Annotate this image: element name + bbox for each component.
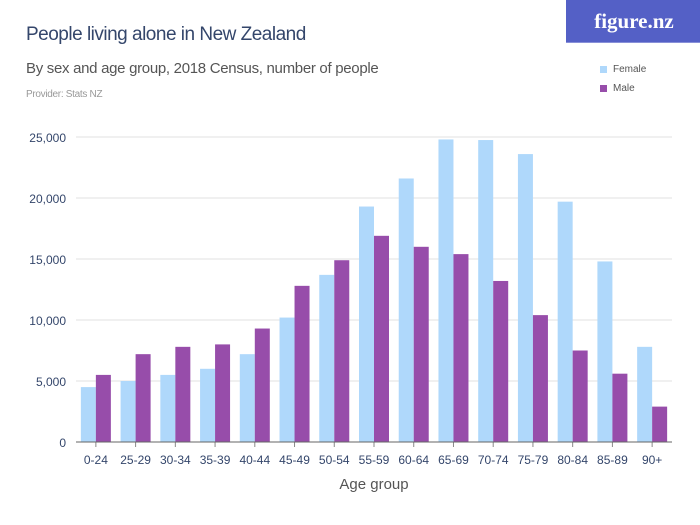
bar-male-0-24 xyxy=(95,374,111,442)
x-tick-label: 45-49 xyxy=(279,453,310,467)
legend-swatch-female xyxy=(600,66,607,73)
bar-female-35-39 xyxy=(200,368,216,442)
bar-female-70-74 xyxy=(478,140,494,443)
bar-male-60-64 xyxy=(413,246,429,442)
legend-label-male: Male xyxy=(613,83,635,94)
x-tick-label: 75-79 xyxy=(518,453,549,467)
bar-female-75-79 xyxy=(517,154,533,442)
x-tick-label: 90+ xyxy=(642,453,662,467)
chart-title: People living alone in New Zealand xyxy=(26,24,306,45)
x-tick-label: 35-39 xyxy=(200,453,231,467)
x-tick-label: 50-54 xyxy=(319,453,350,467)
y-tick-label: 20,000 xyxy=(29,192,66,206)
bar-female-0-24 xyxy=(80,387,96,442)
bar-male-85-89 xyxy=(612,373,628,442)
legend-swatch-male xyxy=(600,85,607,92)
bar-male-55-59 xyxy=(374,235,389,442)
bar-female-25-29 xyxy=(120,381,136,442)
x-tick-label: 40-44 xyxy=(239,453,270,467)
bar-female-30-34 xyxy=(160,374,176,442)
bar-male-70-74 xyxy=(493,280,509,442)
x-tick-label: 80-84 xyxy=(557,453,588,467)
bar-female-80-84 xyxy=(557,201,573,442)
provider-label: Provider: Stats NZ xyxy=(26,89,103,100)
bar-female-55-59 xyxy=(359,206,374,442)
x-tick-label: 85-89 xyxy=(597,453,628,467)
x-tick-label: 0-24 xyxy=(84,453,108,467)
bar-male-40-44 xyxy=(254,328,270,442)
bar-male-80-84 xyxy=(572,350,588,442)
x-axis-label: Age group xyxy=(339,476,408,493)
bar-male-75-79 xyxy=(532,315,548,442)
bar-male-35-39 xyxy=(215,344,231,442)
x-tick-label: 65-69 xyxy=(438,453,469,467)
bar-male-25-29 xyxy=(135,354,151,442)
bar-female-45-49 xyxy=(279,317,295,442)
y-tick-label: 0 xyxy=(59,436,66,450)
bar-female-40-44 xyxy=(239,354,255,442)
x-tick-label: 55-59 xyxy=(359,453,390,467)
bar-female-65-69 xyxy=(438,139,454,442)
legend: Female Male xyxy=(600,60,646,98)
x-tick-label: 70-74 xyxy=(478,453,509,467)
legend-item-female: Female xyxy=(600,60,646,79)
y-tick-label: 5,000 xyxy=(36,375,66,389)
bar-male-50-54 xyxy=(334,260,350,442)
bar-female-50-54 xyxy=(319,274,335,442)
bar-male-65-69 xyxy=(453,254,469,442)
bar-male-30-34 xyxy=(175,346,191,442)
y-tick-label: 10,000 xyxy=(29,314,66,328)
bar-female-90+ xyxy=(637,346,653,442)
chart-subtitle: By sex and age group, 2018 Census, numbe… xyxy=(26,60,379,77)
bar-male-90+ xyxy=(652,406,668,442)
y-tick-label: 15,000 xyxy=(29,253,66,267)
figure-nz-logo[interactable]: figure.nz xyxy=(566,0,700,43)
x-tick-label: 60-64 xyxy=(398,453,429,467)
y-tick-label: 25,000 xyxy=(29,131,66,145)
x-tick-label: 30-34 xyxy=(160,453,191,467)
x-tick-label: 25-29 xyxy=(120,453,151,467)
bar-female-85-89 xyxy=(597,261,613,442)
bar-male-45-49 xyxy=(294,285,310,442)
legend-label-female: Female xyxy=(613,64,647,75)
legend-item-male: Male xyxy=(600,79,646,98)
bar-female-60-64 xyxy=(398,178,414,443)
